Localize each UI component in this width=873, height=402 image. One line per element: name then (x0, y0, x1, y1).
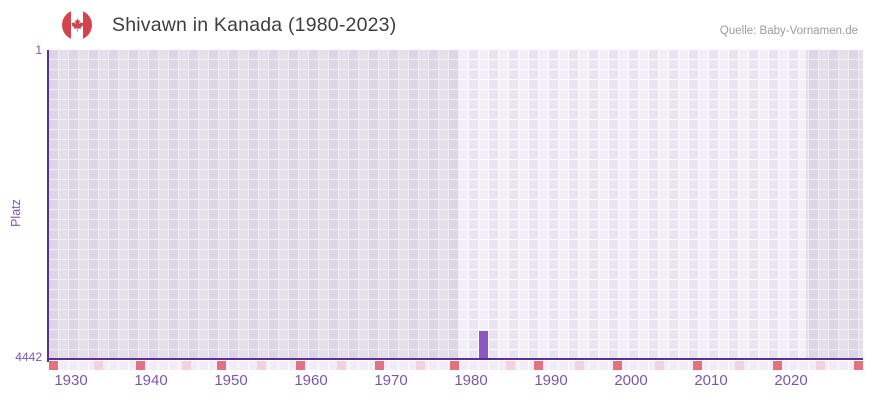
rank-bar-1982[interactable] (479, 331, 488, 358)
decade-marker-cell (534, 361, 543, 370)
mid-decade-marker-cell (655, 361, 664, 370)
x-tick-1930: 1930 (54, 372, 88, 389)
x-axis-line (47, 358, 863, 360)
plot-area (49, 50, 863, 358)
y-tick-top: 1 (35, 43, 42, 57)
out-of-data-range-right (806, 50, 863, 358)
mid-decade-marker-cell (182, 361, 191, 370)
x-tick-2010: 2010 (694, 372, 728, 389)
x-tick-1950: 1950 (214, 372, 248, 389)
decade-marker-cell (450, 361, 459, 370)
decade-marker-cell (136, 361, 145, 370)
canada-flag-icon (62, 10, 92, 40)
maple-leaf-icon (71, 18, 83, 32)
page-title: Shivawn in Kanada (1980-2023) (112, 14, 397, 36)
decade-marker-cell (375, 361, 384, 370)
flag-red-band-left (62, 10, 71, 40)
y-axis-line (47, 50, 49, 362)
mid-decade-marker-cell (575, 361, 584, 370)
decade-marker-cell (217, 361, 226, 370)
decade-marker-cell (49, 361, 58, 370)
y-axis-label: Platz (9, 199, 23, 227)
decade-marker-cell (854, 361, 863, 370)
flag-red-band-right (83, 10, 92, 40)
out-of-data-range-left (49, 50, 459, 358)
x-tick-2020: 2020 (774, 372, 808, 389)
x-tick-1990: 1990 (534, 372, 568, 389)
decade-marker-cell (693, 361, 702, 370)
decade-marker-cell (296, 361, 305, 370)
x-tick-1980: 1980 (454, 372, 488, 389)
x-tick-1960: 1960 (294, 372, 328, 389)
decade-marker-cell (773, 361, 782, 370)
mid-decade-marker-cell (816, 361, 825, 370)
mid-decade-marker-cell (257, 361, 266, 370)
mid-decade-marker-cell (735, 361, 744, 370)
y-tick-bottom: 4442 (15, 350, 42, 364)
source-credit: Quelle: Baby-Vornamen.de (719, 25, 858, 37)
mid-decade-marker-cell (416, 361, 425, 370)
mid-decade-marker-cell (506, 361, 515, 370)
x-tick-2000: 2000 (614, 372, 648, 389)
x-tick-1970: 1970 (374, 372, 408, 389)
timeline-marker-row (49, 361, 863, 370)
decade-marker-cell (613, 361, 622, 370)
mid-decade-marker-cell (337, 361, 346, 370)
mid-decade-marker-cell (94, 361, 103, 370)
x-tick-1940: 1940 (134, 372, 168, 389)
